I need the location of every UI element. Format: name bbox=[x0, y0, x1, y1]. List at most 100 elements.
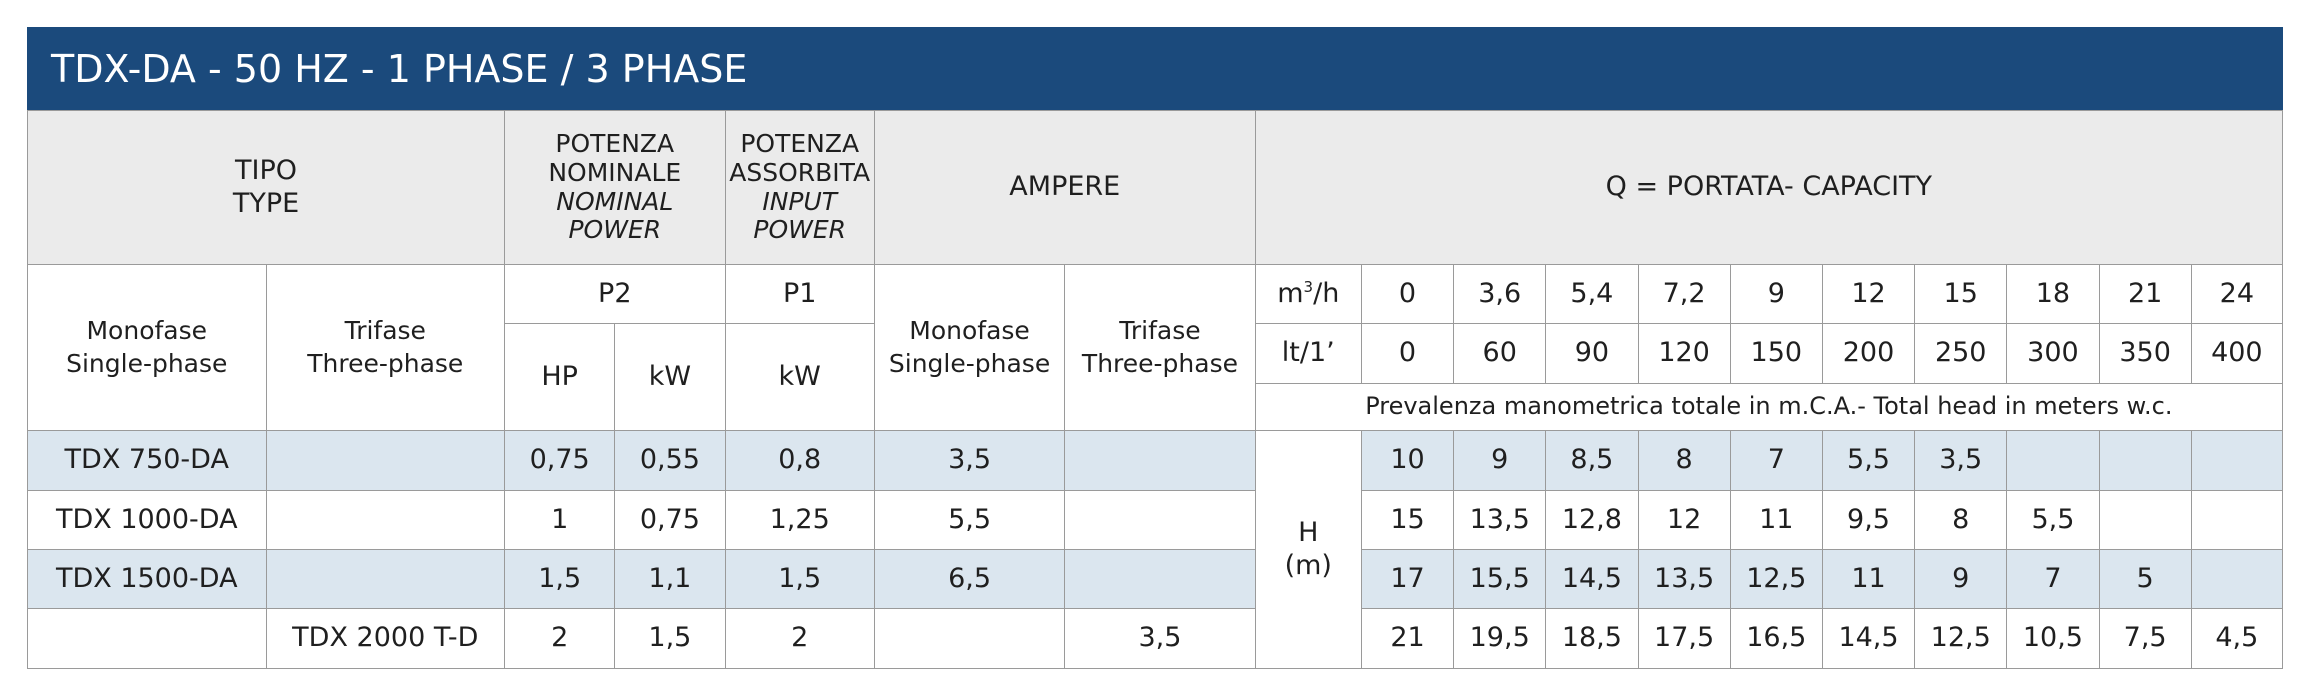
monofase-header: Monofase Single-phase bbox=[27, 264, 267, 431]
input-label: INPUT bbox=[726, 186, 873, 217]
sub-header-row-3: Prevalenza manometrica totale in m.C.A.-… bbox=[28, 383, 2284, 431]
flow-lt-cell: 350 bbox=[2098, 323, 2192, 384]
head-value-cell bbox=[2190, 430, 2284, 491]
head-h-label-cell: H (m) bbox=[1254, 430, 1362, 669]
flow-m3h-cell: 21 bbox=[2098, 264, 2192, 324]
head-value-cell: 8 bbox=[1914, 490, 2008, 550]
m3h-m: m bbox=[1277, 277, 1304, 309]
hp-cell: 2 bbox=[504, 608, 616, 669]
amp-tri-cell: 3,5 bbox=[1064, 608, 1256, 669]
flow-m3h-cell: 18 bbox=[2006, 264, 2100, 324]
lt-unit-cell: lt/1’ bbox=[1254, 323, 1362, 384]
head-value-cell: 18,5 bbox=[1545, 608, 1639, 669]
amp-three-phase-label: Three-phase bbox=[1081, 348, 1238, 378]
trifase-header: Trifase Three-phase bbox=[265, 264, 506, 431]
input-power-text: POWER bbox=[753, 215, 847, 245]
amp-tri-cell bbox=[1064, 430, 1256, 491]
table-row: TDX 750-DA 0,75 0,55 0,8 3,5 H (m) 10 9 … bbox=[27, 430, 2284, 669]
head-value-cell: 14,5 bbox=[1821, 608, 1916, 669]
head-value-cell bbox=[2190, 549, 2284, 609]
single-phase-label: Single-phase bbox=[66, 348, 228, 378]
input-text: INPUT bbox=[762, 186, 838, 216]
amp-mono-cell bbox=[873, 608, 1066, 669]
model-monofase-cell: TDX 1500-DA bbox=[27, 549, 267, 609]
head-value-cell: 9 bbox=[1914, 549, 2008, 609]
kw-p1-header: kW bbox=[724, 323, 875, 431]
ampere-monofase-header: Monofase Single-phase bbox=[873, 264, 1066, 431]
head-value-cell: 15 bbox=[1360, 490, 1455, 550]
head-value-cell: 14,5 bbox=[1545, 549, 1639, 609]
flow-m3h-cell: 3,6 bbox=[1453, 264, 1547, 324]
type-label: TYPE bbox=[232, 187, 300, 219]
flow-m3h-cell: 9 bbox=[1729, 264, 1823, 324]
performance-table-panel: TDX-DA - 50 HZ - 1 PHASE / 3 PHASE TIPO … bbox=[26, 27, 2284, 669]
sub-header-row-1: Monofase Single-phase Trifase Three-phas… bbox=[27, 264, 2284, 431]
flow-m3h-cell: 7,2 bbox=[1637, 264, 1731, 324]
flow-m3h-cell: 5,4 bbox=[1545, 264, 1639, 324]
nominal-power-label: POWER bbox=[506, 215, 724, 245]
hp-cell: 1 bbox=[504, 490, 616, 550]
kw-p1-cell: 1,5 bbox=[724, 549, 875, 609]
head-value-cell: 9,5 bbox=[1821, 490, 1916, 550]
head-value-cell bbox=[2098, 430, 2192, 491]
head-value-cell: 17 bbox=[1360, 549, 1455, 609]
flow-lt-cell: 150 bbox=[1729, 323, 1823, 384]
ampere-trifase-header: Trifase Three-phase bbox=[1064, 264, 1256, 431]
head-value-cell: 13,5 bbox=[1453, 490, 1547, 550]
hp-header: HP bbox=[504, 323, 616, 431]
head-value-cell: 3,5 bbox=[1914, 430, 2008, 491]
flow-m3h-cell: 15 bbox=[1914, 264, 2008, 324]
potenza-assorbita-label: POTENZA bbox=[740, 129, 860, 158]
kw-p2-cell: 1,1 bbox=[614, 549, 726, 609]
h-unit: (m) bbox=[1284, 549, 1332, 581]
model-trifase-cell: TDX 2000 T-D bbox=[265, 608, 506, 669]
head-value-cell: 4,5 bbox=[2190, 608, 2284, 669]
flow-m3h-cell: 12 bbox=[1821, 264, 1916, 324]
input-power-label: POWER bbox=[726, 215, 873, 245]
nominale-label: NOMINALE bbox=[548, 157, 682, 187]
amp-single-phase-label: Single-phase bbox=[888, 348, 1051, 378]
amp-tri-cell bbox=[1064, 490, 1256, 550]
assorbita-label: ASSORBITA bbox=[729, 157, 871, 187]
head-value-cell: 11 bbox=[1821, 549, 1916, 609]
monofase-label: Monofase bbox=[86, 316, 208, 345]
amp-mono-cell: 3,5 bbox=[873, 430, 1066, 491]
head-value-cell: 5,5 bbox=[1821, 430, 1916, 491]
head-value-cell: 9 bbox=[1453, 430, 1547, 491]
nominal-power-header: POTENZA NOMINALE NOMINAL POWER bbox=[504, 110, 726, 265]
amp-trifase-label: Trifase bbox=[1119, 316, 1201, 345]
flow-lt-cell: 200 bbox=[1821, 323, 1916, 384]
ampere-header: AMPERE bbox=[873, 110, 1256, 265]
flow-lt-cell: 400 bbox=[2190, 323, 2284, 384]
head-value-cell: 11 bbox=[1729, 490, 1823, 550]
hp-cell: 1,5 bbox=[504, 549, 616, 609]
head-value-cell: 19,5 bbox=[1453, 608, 1547, 669]
kw-p2-cell: 0,75 bbox=[614, 490, 726, 550]
flow-lt-cell: 120 bbox=[1637, 323, 1731, 384]
flow-lt-cell: 60 bbox=[1453, 323, 1547, 384]
head-value-cell: 10 bbox=[1360, 430, 1455, 491]
main-header-row: TIPO TYPE POTENZA NOMINALE NOMINAL POWER… bbox=[26, 110, 2284, 265]
table-row: TDX 2000 T-D 2 1,5 2 3,5 21 19,5 18,5 17… bbox=[27, 608, 2284, 669]
table-row: TDX 1500-DA 1,5 1,1 1,5 6,5 17 15,5 14,5… bbox=[27, 549, 2284, 609]
three-phase-label: Three-phase bbox=[307, 348, 464, 378]
model-monofase-cell: TDX 1000-DA bbox=[27, 490, 267, 550]
head-value-cell: 15,5 bbox=[1453, 549, 1547, 609]
head-value-cell: 5 bbox=[2098, 549, 2192, 609]
amp-monofase-label: Monofase bbox=[909, 316, 1030, 345]
hp-cell: 0,75 bbox=[504, 430, 616, 491]
m3h-unit-cell: m3/h bbox=[1254, 264, 1362, 324]
flow-lt-cell: 90 bbox=[1545, 323, 1639, 384]
model-trifase-cell bbox=[265, 490, 506, 550]
table-title: TDX-DA - 50 HZ - 1 PHASE / 3 PHASE bbox=[27, 27, 2283, 110]
head-value-cell: 10,5 bbox=[2006, 608, 2100, 669]
flow-m3h-cell: 0 bbox=[1360, 264, 1455, 324]
head-value-cell: 17,5 bbox=[1637, 608, 1731, 669]
kw-p1-cell: 2 bbox=[724, 608, 875, 669]
capacity-header: Q = PORTATA- CAPACITY bbox=[1254, 110, 2284, 265]
h-label: H bbox=[1298, 516, 1319, 548]
kw-p2-cell: 0,55 bbox=[614, 430, 726, 491]
model-monofase-cell bbox=[27, 608, 267, 669]
head-value-cell: 12,8 bbox=[1545, 490, 1639, 550]
type-header: TIPO TYPE bbox=[26, 110, 506, 265]
